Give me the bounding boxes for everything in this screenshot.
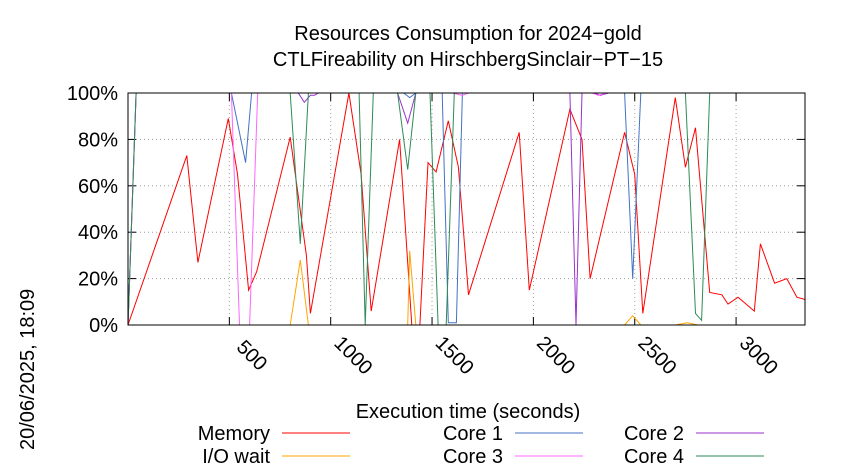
series-line-core-4 [127, 92, 805, 326]
y-tick-label: 40% [78, 222, 118, 244]
chart-title-line-1: Resources Consumption for 2024−gold [294, 23, 641, 45]
legend-label-memory: Memory [198, 423, 270, 445]
series-line-memory [127, 92, 806, 326]
y-tick-label: 100% [67, 83, 118, 105]
x-axis-ticks: 500 1000 1500 2000 2500 3000 [228, 93, 782, 379]
y-tick-label: 20% [78, 269, 118, 291]
legend-label-core-3: Core 3 [443, 446, 503, 468]
series-line-core-2 [127, 92, 805, 326]
chart-title-line-2: CTLFireability on HirschbergSinclair−PT−… [273, 49, 663, 71]
timestamp-label: 20/06/2025, 18:09 [17, 289, 39, 450]
plot-frame [127, 92, 806, 326]
y-tick-label: 80% [78, 129, 118, 151]
series-line-i-o-wait [128, 250, 698, 326]
x-tick-label: 1000 [329, 332, 376, 379]
x-tick-label: 500 [232, 336, 271, 375]
legend-label-core-4: Core 4 [624, 446, 684, 468]
x-tick-label: 2500 [633, 332, 680, 379]
x-tick-label: 2000 [532, 332, 579, 379]
series-line-core-1 [127, 92, 805, 326]
legend-label-core-2: Core 2 [624, 423, 684, 445]
y-axis-ticks: 0% 20% 40% 60% 80% 100% [67, 83, 805, 337]
legend-label-i-o-wait: I/O wait [202, 446, 270, 468]
x-tick-label: 1500 [431, 332, 478, 379]
y-tick-label: 60% [78, 176, 118, 198]
x-axis-label: Execution time (seconds) [356, 401, 581, 423]
y-tick-label: 0% [89, 315, 118, 337]
x-tick-label: 3000 [735, 332, 782, 379]
legend-label-core-1: Core 1 [443, 423, 503, 445]
